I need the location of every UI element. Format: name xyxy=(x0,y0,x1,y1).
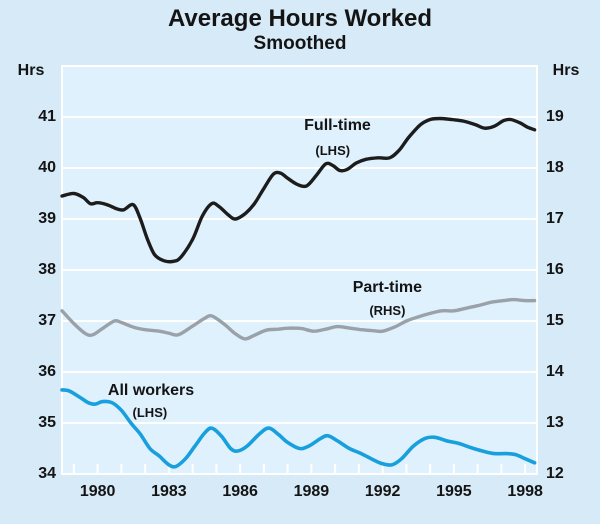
right-axis-unit-label: Hrs xyxy=(552,62,580,79)
full-time-sub-label-text: (LHS) xyxy=(315,142,351,158)
left-axis-tick-39: 39 xyxy=(38,210,56,227)
part-time-sub-label-text: (RHS) xyxy=(369,302,406,318)
all-workers-sub-label-text: (LHS) xyxy=(132,404,168,420)
part-time-label: Part-time xyxy=(317,278,457,297)
full-time-label-text: Full-time xyxy=(304,117,371,135)
left-axis-tick-41: 41 xyxy=(38,108,56,125)
right-axis-tick-12: 12 xyxy=(546,465,564,482)
x-axis-tick-1992: 1992 xyxy=(364,483,401,500)
x-axis-tick-1989: 1989 xyxy=(293,483,330,500)
right-axis-tick-13: 13 xyxy=(546,414,564,431)
right-axis-tick-16: 16 xyxy=(546,261,564,278)
part-time-sub-label: (RHS) xyxy=(317,303,457,319)
right-axis-tick-17: 17 xyxy=(546,210,564,227)
left-axis-unit-label: Hrs xyxy=(17,62,45,79)
left-axis-tick-36: 36 xyxy=(38,363,56,380)
part-time-line xyxy=(60,297,537,341)
part-time-label-text: Part-time xyxy=(352,279,423,297)
plot-frame xyxy=(61,65,538,475)
all-workers-line xyxy=(60,388,537,469)
full-time-label: Full-time xyxy=(268,116,408,135)
chart-subtitle: Smoothed xyxy=(253,33,347,54)
right-axis-tick-14: 14 xyxy=(546,363,564,380)
right-axis-tick-19: 19 xyxy=(546,108,564,125)
left-axis-tick-37: 37 xyxy=(38,312,56,329)
full-time-sub-label: (LHS) xyxy=(263,143,403,159)
left-axis-tick-34: 34 xyxy=(38,465,56,482)
left-axis-tick-38: 38 xyxy=(38,261,56,278)
x-axis-tick-1998: 1998 xyxy=(507,483,543,500)
left-axis-tick-40: 40 xyxy=(38,159,56,176)
all-workers-label-text: All workers xyxy=(107,382,195,400)
x-axis-tick-1995: 1995 xyxy=(436,483,472,500)
x-axis-tick-1980: 1980 xyxy=(79,483,116,500)
right-axis-tick-15: 15 xyxy=(546,312,564,329)
x-axis-tick-1983: 1983 xyxy=(151,483,187,500)
x-axis-tick-1986: 1986 xyxy=(222,483,258,500)
full-time-line xyxy=(60,116,537,264)
right-axis-tick-18: 18 xyxy=(546,159,564,176)
chart-title: Average Hours Worked xyxy=(167,5,433,32)
all-workers-label: All workers xyxy=(81,381,221,400)
left-axis-tick-35: 35 xyxy=(38,414,56,431)
all-workers-sub-label: (LHS) xyxy=(80,405,220,421)
